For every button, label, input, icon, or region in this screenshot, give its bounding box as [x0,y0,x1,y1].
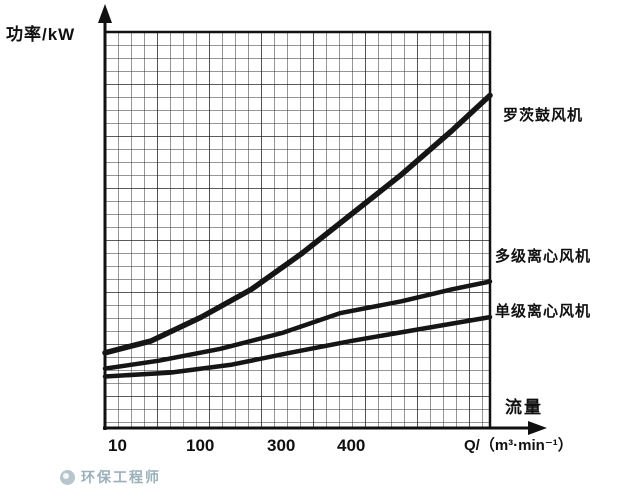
y-axis-label: 功率/kW [6,25,76,44]
x-axis-unit-label: Q/（m³·min⁻¹） [464,437,573,454]
x-tick-10: 10 [108,436,127,455]
x-tick-100: 100 [186,436,215,455]
x-axis-label: 流量 [505,398,543,417]
series-line-2 [102,314,493,379]
series-label-singlestage-centrifugal: 单级离心风机 [495,303,592,320]
series-label-roots-blower: 罗茨鼓风机 [503,107,584,124]
y-axis-arrow-icon [98,4,112,23]
grid-major [105,32,490,428]
x-tick-400: 400 [337,436,366,455]
watermark: 环保工程师 [60,467,161,487]
x-tick-300: 300 [267,436,296,455]
watermark-logo-icon [60,469,75,485]
series-line-0 [102,92,493,356]
series-label-multistage-centrifugal: 多级离心风机 [495,248,592,265]
x-axis-arrow-icon [528,421,547,435]
series-line-1 [102,279,493,371]
watermark-text: 环保工程师 [81,469,161,485]
series-curves [102,92,493,379]
